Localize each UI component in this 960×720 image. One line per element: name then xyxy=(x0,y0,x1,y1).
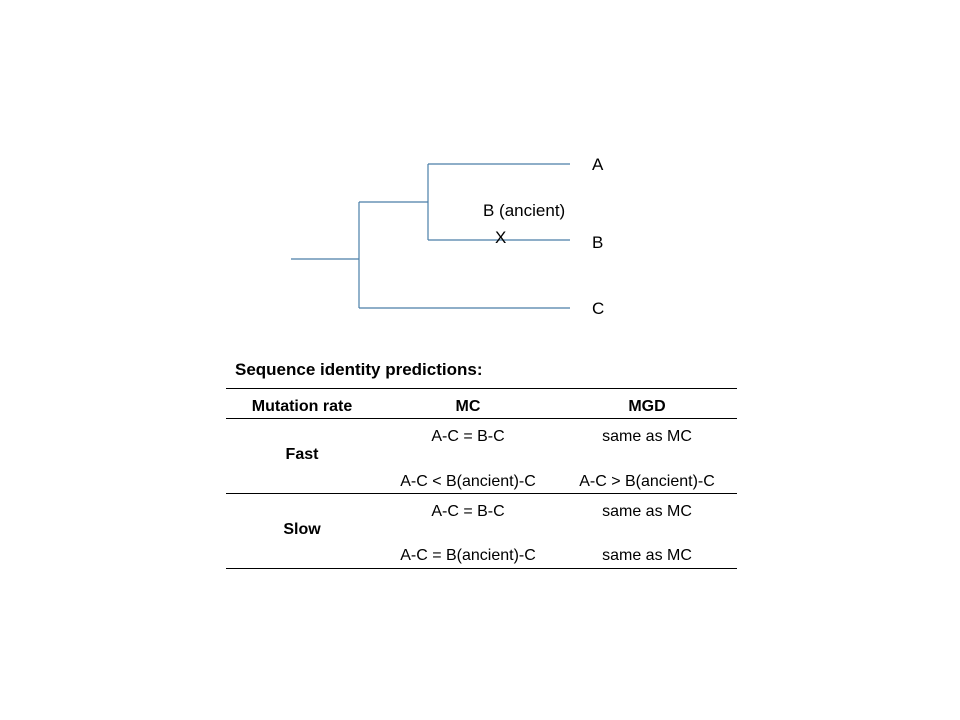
table-cell-mc: A-C = B-C xyxy=(431,503,505,520)
table-bottom-rule xyxy=(226,568,737,569)
table-cell-mc: A-C < B(ancient)-C xyxy=(400,473,536,490)
x-mark: X xyxy=(495,228,507,247)
leaf-label-b: B xyxy=(592,233,604,252)
table-cell-mc: A-C = B-C xyxy=(431,428,505,445)
leaf-label-a: A xyxy=(592,155,604,174)
table-cell-mgd: same as MC xyxy=(602,428,692,445)
group-divider-rule xyxy=(226,493,737,494)
table-top-rule xyxy=(226,388,737,389)
group-label-fast: Fast xyxy=(285,446,319,463)
leaf-label-c: C xyxy=(592,299,605,318)
b-ancient-label: B (ancient) xyxy=(483,201,566,220)
table-cell-mgd: A-C > B(ancient)-C xyxy=(579,473,715,490)
table-cell-mgd: same as MC xyxy=(602,503,692,520)
header-mutation-rate: Mutation rate xyxy=(251,398,353,415)
table-cell-mc: A-C = B(ancient)-C xyxy=(400,547,536,564)
tree-branches xyxy=(291,163,570,309)
table-cell-mgd: same as MC xyxy=(602,547,692,564)
header-mgd: MGD xyxy=(628,398,666,415)
header-mc: MC xyxy=(455,398,481,415)
table-title: Sequence identity predictions: xyxy=(235,360,483,379)
group-label-slow: Slow xyxy=(283,521,321,538)
header-rule xyxy=(226,418,737,419)
